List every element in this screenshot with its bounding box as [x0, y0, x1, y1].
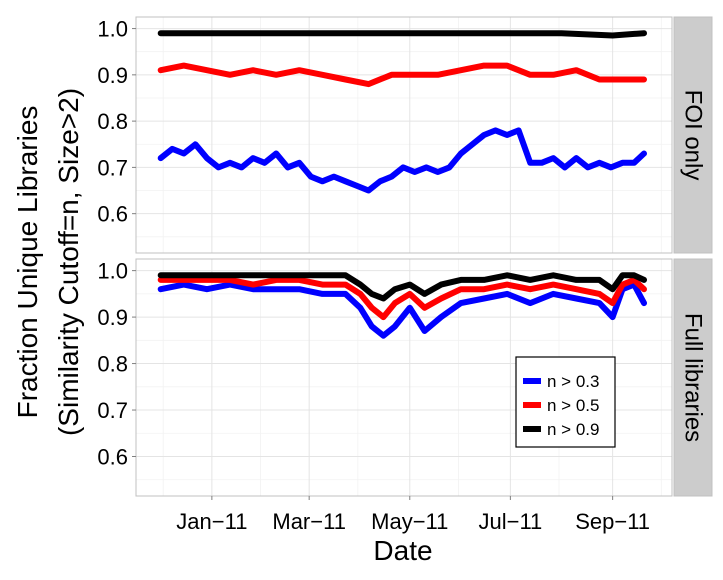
x-axis: Jan−11 Mar−11 May−11 Jul−11 Sep−11 [176, 496, 650, 534]
series-line-3 [157, 272, 647, 302]
panel-background [136, 17, 672, 253]
series-line-1 [157, 281, 647, 339]
legend-label: n > 0.9 [547, 420, 599, 439]
series-line-2 [157, 62, 647, 88]
y-tick-label: 0.8 [97, 109, 128, 134]
y-tick-label: 0.8 [97, 352, 128, 377]
facet-strip [673, 16, 713, 254]
y-tick-label: 0.7 [97, 155, 128, 180]
y-axis-title-line2: (Similarity Cutoff=n, Size>2) [53, 88, 84, 436]
y-tick-label: 0.7 [97, 398, 128, 423]
panel-1: 0.6 0.7 0.8 0.9 1.0 FOI only [97, 16, 713, 254]
y-axis-title-line1: Fraction Unique Libraries [12, 106, 43, 419]
legend-label: n > 0.5 [547, 396, 599, 415]
y-tick-label: 0.6 [97, 202, 128, 227]
x-tick-label: Jul−11 [478, 509, 542, 534]
y-tick-label: 1.0 [97, 259, 128, 284]
facet-strip-label: Full libraries [680, 313, 707, 442]
x-tick-label: May−11 [371, 509, 448, 534]
y-tick-label: 1.0 [97, 17, 128, 42]
y-tick-label: 0.6 [97, 445, 128, 470]
x-axis-title: Date [373, 535, 432, 566]
facet-strip-label: FOI only [680, 90, 707, 181]
legend-label: n > 0.3 [547, 372, 599, 391]
legend: n > 0.3 n > 0.5 n > 0.9 [515, 356, 616, 448]
series-line-3 [157, 30, 647, 39]
y-tick-label: 0.9 [97, 63, 128, 88]
x-tick-label: Sep−11 [575, 509, 650, 534]
panel-border [135, 16, 673, 254]
facet-strip [673, 258, 713, 497]
x-tick-label: Mar−11 [272, 509, 346, 534]
panel-2: 0.6 0.7 0.8 0.9 1.0 Full libraries [97, 258, 713, 497]
x-tick-label: Jan−11 [176, 509, 247, 534]
panel-border [135, 258, 673, 497]
series-line-2 [157, 276, 647, 321]
series-line-1 [157, 127, 647, 194]
y-tick-label: 0.9 [97, 305, 128, 330]
